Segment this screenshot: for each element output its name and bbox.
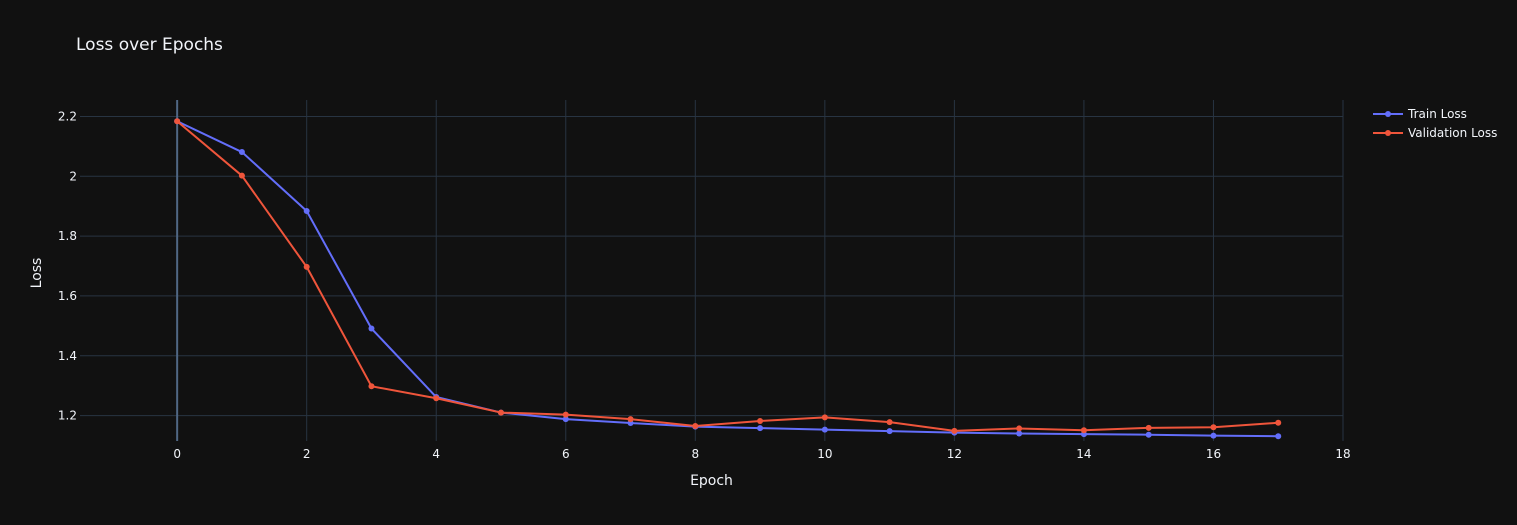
series-line xyxy=(176,120,1279,432)
y-tick-label: 2.2 xyxy=(58,109,77,123)
series-lines xyxy=(174,118,1282,440)
legend-label: Train Loss xyxy=(1407,107,1467,121)
data-point[interactable] xyxy=(821,426,828,433)
x-tick-label: 16 xyxy=(1206,447,1221,461)
data-point[interactable] xyxy=(303,263,310,270)
data-point[interactable] xyxy=(238,172,245,179)
data-point[interactable] xyxy=(433,395,440,402)
x-axis-title: Epoch xyxy=(690,473,733,489)
data-point[interactable] xyxy=(368,325,375,332)
grid-lines xyxy=(80,100,1344,441)
x-tick-label: 14 xyxy=(1076,447,1091,461)
y-tick-label: 2 xyxy=(69,169,77,183)
data-point[interactable] xyxy=(1080,427,1087,434)
data-point[interactable] xyxy=(1145,424,1152,431)
data-point[interactable] xyxy=(886,428,893,435)
x-tick-label: 0 xyxy=(173,447,181,461)
y-tick-label: 1.8 xyxy=(58,229,77,243)
data-point[interactable] xyxy=(238,149,245,156)
y-axis-title: Loss xyxy=(29,258,45,289)
x-tick-label: 18 xyxy=(1335,447,1350,461)
x-tick-label: 4 xyxy=(432,447,440,461)
data-point[interactable] xyxy=(1145,431,1152,438)
data-point[interactable] xyxy=(951,427,958,434)
data-point[interactable] xyxy=(1275,419,1282,426)
x-tick-label: 6 xyxy=(562,447,570,461)
data-point[interactable] xyxy=(368,383,375,390)
data-point[interactable] xyxy=(498,409,504,416)
series-line xyxy=(176,120,1279,438)
series-validation-loss xyxy=(174,118,1282,434)
tick-labels: 0 2 4 6 8 10 12 14 16 18 1.2 1.4 1.6 1.8 2 2.2 xyxy=(58,109,1351,461)
x-tick-label: 12 xyxy=(947,447,962,461)
data-point[interactable] xyxy=(303,207,310,214)
data-point[interactable] xyxy=(692,423,699,430)
data-point[interactable] xyxy=(1210,424,1217,431)
data-point[interactable] xyxy=(1016,430,1023,437)
data-point[interactable] xyxy=(1275,433,1282,440)
y-tick-label: 1.4 xyxy=(58,349,77,363)
data-point[interactable] xyxy=(562,416,569,423)
legend[interactable]: Train Loss Validation Loss xyxy=(1373,107,1497,140)
legend-marker xyxy=(1385,111,1391,117)
data-point[interactable] xyxy=(757,417,764,424)
legend-marker xyxy=(1385,130,1391,136)
chart-title: Loss over Epochs xyxy=(76,35,223,55)
data-point[interactable] xyxy=(886,419,893,426)
data-point[interactable] xyxy=(174,118,181,125)
x-tick-label: 2 xyxy=(303,447,311,461)
x-tick-label: 10 xyxy=(817,447,832,461)
data-point[interactable] xyxy=(821,414,828,421)
data-point[interactable] xyxy=(1210,432,1217,439)
y-tick-label: 1.6 xyxy=(58,289,77,303)
data-point[interactable] xyxy=(627,416,634,423)
y-tick-label: 1.2 xyxy=(58,409,77,423)
legend-item[interactable]: Train Loss xyxy=(1373,107,1467,121)
x-tick-label: 8 xyxy=(691,447,699,461)
data-point[interactable] xyxy=(1016,425,1023,432)
legend-label: Validation Loss xyxy=(1408,126,1497,140)
data-point[interactable] xyxy=(757,425,764,432)
legend-item[interactable]: Validation Loss xyxy=(1373,126,1497,140)
data-point[interactable] xyxy=(562,411,569,418)
